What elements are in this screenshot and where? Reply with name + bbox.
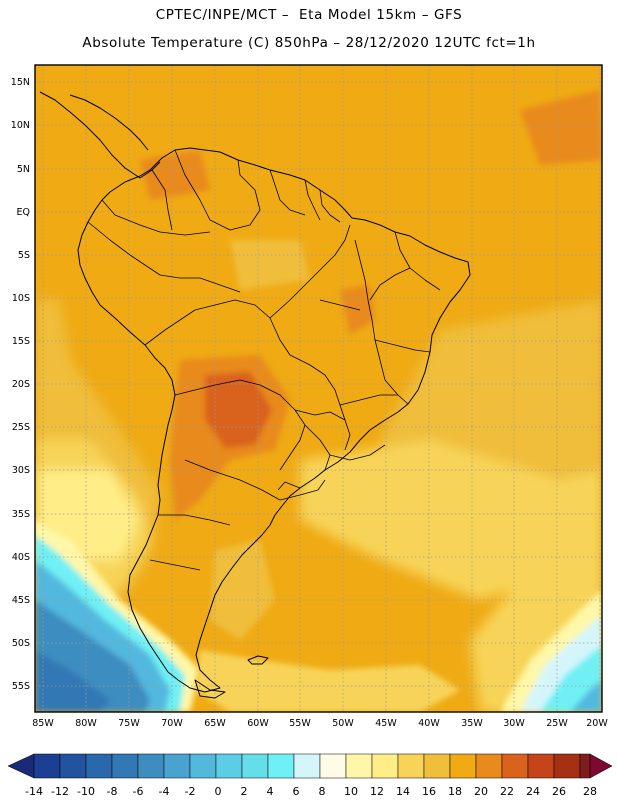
- lat-label-20s: 20S: [12, 379, 30, 390]
- lat-label-35s: 35S: [12, 509, 30, 520]
- lat-label-50s: 50S: [12, 638, 30, 649]
- colorbar-cell: [345, 753, 373, 779]
- colorbar-label: 26: [552, 785, 566, 798]
- south-america-outline: [77, 147, 471, 693]
- colorbar-cell: [215, 753, 243, 779]
- colorbar-label: 18: [448, 785, 462, 798]
- central-america-caribbean-coast: [69, 94, 149, 151]
- colorbar-low-arrow: [7, 753, 35, 779]
- colorbar-label: 24: [526, 785, 540, 798]
- lon-label-30w: 30W: [503, 718, 525, 729]
- colorbar-label: -12: [51, 785, 69, 798]
- colorbar-cell: [85, 753, 113, 779]
- colorbar-cell: [267, 753, 295, 779]
- lon-label-50w: 50W: [332, 718, 354, 729]
- lon-label-75w: 75W: [118, 718, 140, 729]
- lat-label-10s: 10S: [12, 293, 30, 304]
- country-borders: [87, 149, 441, 571]
- lat-label-40s: 40S: [12, 552, 30, 563]
- lat-label-45s: 45S: [12, 595, 30, 606]
- colorbar: -14 -12 -10 -8 -6 -4 -2 0 2 4 6 8 10 12 …: [7, 753, 613, 798]
- coastlines: [39, 91, 471, 699]
- lat-label-15n: 15N: [11, 77, 30, 88]
- lat-label-55s: 55S: [12, 681, 30, 692]
- colorbar-cell: [475, 753, 503, 779]
- colorbar-cell: [111, 753, 139, 779]
- lat-label-5n: 5N: [17, 164, 30, 175]
- colorbar-label: 14: [396, 785, 410, 798]
- lon-label-40w: 40W: [418, 718, 440, 729]
- colorbar-cell: [241, 753, 269, 779]
- colorbar-label: 4: [267, 785, 274, 798]
- lon-label-55w: 55W: [289, 718, 311, 729]
- latitude-axis: 15N 10N 5N EQ 5S 10S 15S 20S 25S 30S 35S…: [11, 77, 30, 692]
- tierra-del-fuego: [194, 679, 226, 699]
- lat-label-25s: 25S: [12, 422, 30, 433]
- lon-label-35w: 35W: [461, 718, 483, 729]
- colorbar-cell: [501, 753, 529, 779]
- colorbar-labels: -14 -12 -10 -8 -6 -4 -2 0 2 4 6 8 10 12 …: [25, 785, 597, 798]
- central-america-coast: [39, 91, 161, 179]
- lat-label-10n: 10N: [11, 120, 30, 131]
- lon-label-80w: 80W: [75, 718, 97, 729]
- colorbar-cell: [33, 753, 61, 779]
- lon-label-65w: 65W: [204, 718, 226, 729]
- colorbar-label: -4: [159, 785, 170, 798]
- temperature-field: [35, 65, 602, 712]
- lat-label-5s: 5S: [18, 250, 30, 261]
- colorbar-label: 6: [293, 785, 300, 798]
- colorbar-cell: [137, 753, 165, 779]
- colorbar-label: 16: [422, 785, 436, 798]
- lat-label-15s: 15S: [12, 336, 30, 347]
- colorbar-label: -8: [107, 785, 118, 798]
- colorbar-cell: [423, 753, 451, 779]
- longitude-axis: 85W 80W 75W 70W 65W 60W 55W 50W 45W 40W …: [32, 718, 608, 729]
- map-frame: [34, 64, 603, 713]
- colorbar-cell: [553, 753, 581, 779]
- lon-label-60w: 60W: [247, 718, 269, 729]
- lon-label-20w: 20W: [586, 718, 608, 729]
- colorbar-cell: [59, 753, 87, 779]
- colorbar-cell: [371, 753, 399, 779]
- title-line-2: Absolute Temperature (C) 850hPa – 28/12/…: [82, 35, 536, 51]
- colorbar-label: 12: [370, 785, 384, 798]
- falklands: [247, 655, 269, 665]
- colorbar-cell: [397, 753, 425, 779]
- colorbar-cells: [33, 753, 591, 779]
- lat-label-30s: 30S: [12, 465, 30, 476]
- colorbar-cell: [293, 753, 321, 779]
- colorbar-label: 20: [474, 785, 488, 798]
- colorbar-label: 2: [241, 785, 248, 798]
- colorbar-label: -6: [133, 785, 144, 798]
- colorbar-label: 22: [500, 785, 514, 798]
- colorbar-cell: [449, 753, 477, 779]
- lon-label-70w: 70W: [161, 718, 183, 729]
- colorbar-label: 28: [583, 785, 597, 798]
- colorbar-cell: [189, 753, 217, 779]
- colorbar-label: 10: [344, 785, 358, 798]
- colorbar-label: 0: [215, 785, 222, 798]
- graticule: [35, 65, 602, 712]
- colorbar-label: -2: [185, 785, 196, 798]
- lon-label-45w: 45W: [375, 718, 397, 729]
- lat-label-eq: EQ: [17, 207, 30, 218]
- colorbar-cell: [527, 753, 555, 779]
- colorbar-high-arrow: [589, 753, 613, 779]
- lon-label-25w: 25W: [546, 718, 568, 729]
- colorbar-cell: [319, 753, 347, 779]
- colorbar-label: 8: [319, 785, 326, 798]
- colorbar-cell: [163, 753, 191, 779]
- colorbar-label: -10: [77, 785, 95, 798]
- title-line-1: CPTEC/INPE/MCT – Eta Model 15km – GFS: [155, 7, 463, 23]
- colorbar-label: -14: [25, 785, 43, 798]
- lon-label-85w: 85W: [32, 718, 54, 729]
- colorbar-cell: [579, 753, 591, 779]
